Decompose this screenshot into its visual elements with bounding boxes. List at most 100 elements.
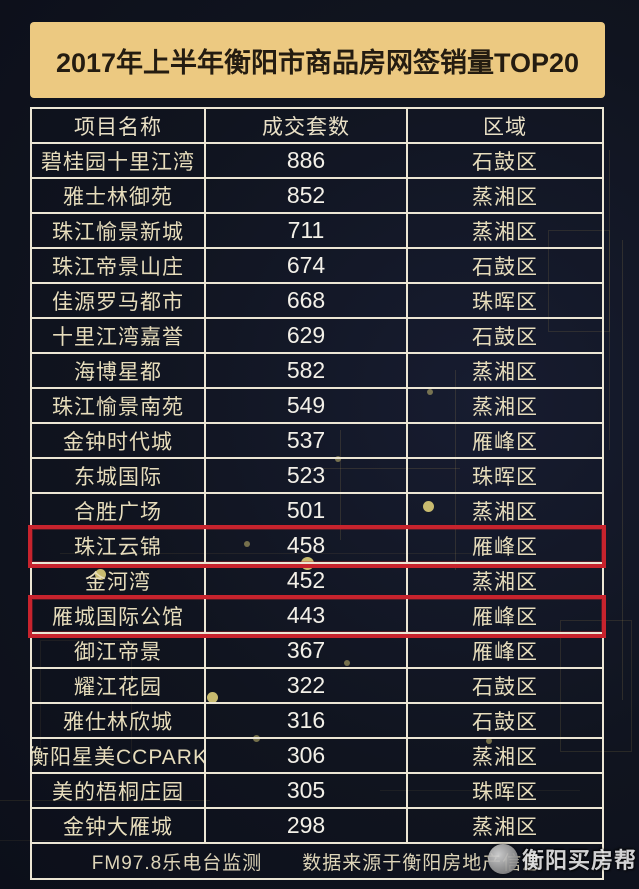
table-row: 海博星都 582 蒸湘区	[32, 354, 602, 389]
background-wireframe	[548, 230, 610, 332]
table-row: 合胜广场 501 蒸湘区	[32, 494, 602, 529]
background-line	[0, 840, 150, 841]
background-line	[340, 430, 341, 540]
project-name-cell: 衡阳星美CCPARK	[32, 739, 206, 772]
units-sold-cell: 582	[206, 354, 408, 387]
gold-dot	[486, 738, 492, 744]
project-name-cell: 珠江帝景山庄	[32, 249, 206, 282]
units-sold-cell: 316	[206, 704, 408, 737]
background-line	[0, 800, 210, 801]
units-sold-cell: 367	[206, 634, 408, 667]
units-sold-cell: 711	[206, 214, 408, 247]
units-sold-cell: 298	[206, 809, 408, 842]
district-cell: 石鼓区	[472, 675, 538, 699]
district-cell: 石鼓区	[472, 255, 538, 279]
district-cell: 雁峰区	[472, 430, 538, 454]
table-row: 佳源罗马都市 668 珠晖区	[32, 284, 602, 319]
background-line	[622, 240, 623, 700]
district-cell: 雁峰区	[472, 640, 538, 664]
table-row: 美的梧桐庄园 305 珠晖区	[32, 774, 602, 809]
gold-dot	[207, 692, 218, 703]
units-sold-cell: 443	[206, 599, 408, 632]
units-sold-cell: 852	[206, 179, 408, 212]
source-note: FM97.8乐电台监测 数据来源于衡阳房地产信息	[91, 852, 543, 874]
background-wireframe	[40, 640, 132, 762]
watermark-logo-icon	[487, 844, 518, 874]
units-sold-cell: 322	[206, 669, 408, 702]
table-row: 珠江帝景山庄 674 石鼓区	[32, 249, 602, 284]
project-name-cell: 雅士林御苑	[32, 179, 206, 212]
table-row: 雅仕林欣城 316 石鼓区	[32, 704, 602, 739]
table-row: 珠江愉景新城 711 蒸湘区	[32, 214, 602, 249]
table-row: 碧桂园十里江湾 886 石鼓区	[32, 144, 602, 179]
table-row: 金钟时代城 537 雁峰区	[32, 424, 602, 459]
district-cell: 石鼓区	[472, 710, 538, 734]
project-name-cell: 金钟时代城	[32, 424, 206, 457]
table-header-row: 项目名称 成交套数 区域	[32, 109, 602, 144]
project-name-cell: 金河湾	[32, 564, 206, 597]
table-row: 金河湾 452 蒸湘区	[32, 564, 602, 599]
background-line	[380, 790, 580, 791]
watermark: 衡阳买房帮	[487, 843, 637, 875]
units-sold-cell: 629	[206, 319, 408, 352]
project-name-cell: 碧桂园十里江湾	[32, 144, 206, 177]
district-cell: 石鼓区	[472, 150, 538, 174]
background-wireframe	[560, 620, 632, 752]
project-name-cell: 美的梧桐庄园	[32, 774, 206, 807]
sales-table: 项目名称 成交套数 区域 碧桂园十里江湾 886 石鼓区 雅士林御苑 852 蒸…	[30, 107, 604, 880]
units-sold-cell: 452	[206, 564, 408, 597]
project-name-cell: 佳源罗马都市	[32, 284, 206, 317]
units-sold-cell: 305	[206, 774, 408, 807]
district-cell: 蒸湘区	[472, 185, 538, 209]
table-row: 御江帝景 367 雁峰区	[32, 634, 602, 669]
gold-dot	[95, 569, 106, 580]
background-line	[300, 468, 460, 469]
district-cell: 石鼓区	[472, 325, 538, 349]
gold-dot	[423, 501, 434, 512]
district-cell: 蒸湘区	[472, 360, 538, 384]
gold-dot	[244, 541, 250, 547]
units-sold-cell: 549	[206, 389, 408, 422]
district-cell: 蒸湘区	[472, 220, 538, 244]
project-name-cell: 十里江湾嘉誉	[32, 319, 206, 352]
table-row: 十里江湾嘉誉 629 石鼓区	[32, 319, 602, 354]
units-sold-cell: 668	[206, 284, 408, 317]
project-name-cell: 金钟大雁城	[32, 809, 206, 842]
district-cell: 雁峰区	[472, 605, 538, 629]
gold-dot	[344, 660, 350, 666]
header-project-name: 项目名称	[32, 109, 206, 142]
units-sold-cell: 537	[206, 424, 408, 457]
project-name-cell: 雁城国际公馆	[32, 599, 206, 632]
gold-dot	[335, 456, 341, 462]
district-cell: 蒸湘区	[472, 815, 538, 839]
table-row: 衡阳星美CCPARK 306 蒸湘区	[32, 739, 602, 774]
table-row: 珠江云锦 458 雁峰区	[32, 529, 602, 564]
district-cell: 雁峰区	[472, 535, 538, 559]
header-district: 区域	[483, 115, 527, 139]
district-cell: 珠晖区	[472, 780, 538, 804]
background-line	[609, 150, 610, 450]
table-row: 东城国际 523 珠晖区	[32, 459, 602, 494]
units-sold-cell: 523	[206, 459, 408, 492]
district-cell: 珠晖区	[472, 465, 538, 489]
project-name-cell: 合胜广场	[32, 494, 206, 527]
units-sold-cell: 458	[206, 529, 408, 562]
units-sold-cell: 674	[206, 249, 408, 282]
header-units-sold: 成交套数	[206, 109, 408, 142]
project-name-cell: 耀江花园	[32, 669, 206, 702]
gold-dot	[427, 389, 433, 395]
project-name-cell: 珠江愉景南苑	[32, 389, 206, 422]
units-sold-cell: 306	[206, 739, 408, 772]
project-name-cell: 珠江云锦	[32, 529, 206, 562]
table-row: 雁城国际公馆 443 雁峰区	[32, 599, 602, 634]
district-cell: 珠晖区	[472, 290, 538, 314]
table-row: 耀江花园 322 石鼓区	[32, 669, 602, 704]
project-name-cell: 御江帝景	[32, 634, 206, 667]
table-row: 珠江愉景南苑 549 蒸湘区	[32, 389, 602, 424]
units-sold-cell: 501	[206, 494, 408, 527]
background-line	[60, 553, 530, 554]
table-row: 雅士林御苑 852 蒸湘区	[32, 179, 602, 214]
project-name-cell: 雅仕林欣城	[32, 704, 206, 737]
district-cell: 蒸湘区	[472, 500, 538, 524]
background-line	[455, 370, 456, 570]
